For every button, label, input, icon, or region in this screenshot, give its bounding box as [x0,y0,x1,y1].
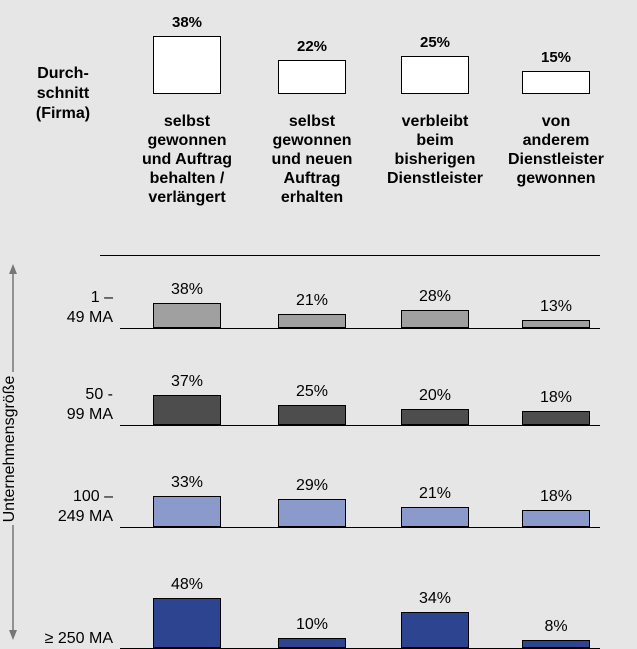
baseline [120,328,600,329]
baseline [120,527,600,528]
bar [401,612,469,648]
bar [278,60,346,94]
row-label: 1 – 49 MA [66,289,113,326]
bar [153,597,221,648]
value-label: 18% [539,388,573,406]
bar [522,71,590,94]
category-label: selbst gewonnen und Auftrag behalten / v… [141,113,233,206]
bar [522,319,590,328]
value-label: 48% [170,575,204,593]
value-label: 18% [539,487,573,505]
bar [278,499,346,527]
bar [153,303,221,328]
separator [100,255,600,256]
row-label: ≥ 250 MA [44,630,113,647]
bar [522,410,590,425]
value-label: 15% [540,49,572,67]
category-label: verbleibt beim bisherigen Dienstleister [386,113,484,187]
value-label: 33% [170,473,204,491]
bar [401,409,469,425]
bar [522,639,590,648]
bar [153,35,221,94]
row-label: 50 - 99 MA [66,386,113,423]
row-label: Durch- schnitt (Firma) [35,65,91,122]
bar [278,314,346,328]
axis-arrows [9,264,17,640]
value-label: 21% [418,485,452,503]
value-label: 38% [171,13,203,31]
value-label: 37% [170,373,204,391]
category-label: von anderem Dienstleister gewonnen [507,113,605,187]
value-label: 10% [295,615,329,633]
bar [401,55,469,94]
value-label: 28% [418,287,452,305]
value-label: 25% [419,33,451,51]
value-label: 13% [539,297,573,315]
value-label: 8% [544,617,568,635]
value-label: 38% [170,281,204,299]
bar [153,495,221,527]
bar [278,405,346,425]
value-label: 20% [418,387,452,404]
category-label: selbst gewonnen und neuen Auftrag erhalt… [271,113,353,206]
value-label: 25% [295,383,329,400]
bar [278,637,346,648]
value-label: 21% [295,292,329,310]
bar [153,395,221,425]
baseline [120,425,600,426]
value-label: 22% [296,38,328,56]
bar [522,509,590,527]
bar [401,309,469,328]
row-label: 100 – 249 MA [57,488,113,525]
bar [401,507,469,527]
value-label: 29% [295,477,329,495]
value-label: 34% [418,590,452,608]
